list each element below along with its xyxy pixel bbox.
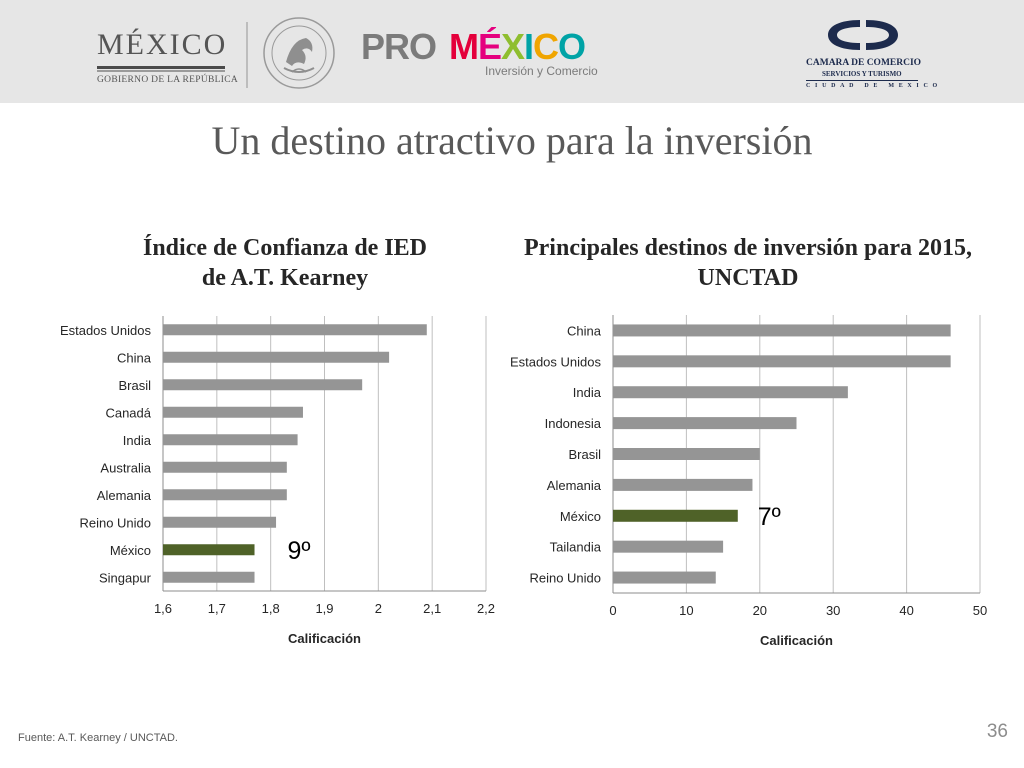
chart1-category-label: Alemania (97, 488, 152, 503)
chart2-bar (613, 540, 724, 553)
mexico-logo-word: MÉXICO (97, 28, 228, 61)
chart1-bar (163, 489, 287, 501)
promexico-logo: PRO MÉXICO Inversión y Comercio (361, 22, 611, 82)
chart2-title-line1: Principales destinos de inversión para 2… (523, 235, 973, 261)
chart2-x-axis-title: Calificación (760, 633, 833, 648)
chart1-rank-label: 9º (288, 537, 311, 565)
chart1-title-line1: Índice de Confianza de IED (142, 235, 428, 261)
chart1-x-tick-label: 1,7 (208, 601, 226, 616)
chart2-title: Principales destinos de inversión para 2… (498, 233, 998, 293)
slide-title: Un destino atractivo para la inversión (211, 118, 813, 163)
chart2-x-tick-label: 50 (973, 603, 987, 618)
camara-logo-rule (806, 80, 918, 81)
camara-comercio-logo: CAMARA DE COMERCIO SERVICIOS Y TURISMO C… (800, 14, 937, 96)
chart1-x-tick-label: 2,1 (423, 601, 441, 616)
source-footnote: Fuente: A.T. Kearney / UNCTAD. (18, 732, 178, 744)
chart1-bar (163, 351, 390, 363)
chart2-category-label: China (567, 323, 602, 338)
chart2-category-label: México (560, 509, 601, 524)
promexico-logo-letter: O (558, 26, 586, 67)
chart2-category-label: Brasil (568, 447, 601, 462)
camara-logo-line1: CAMARA DE COMERCIO (806, 58, 922, 68)
chart1-bar-highlight (163, 544, 255, 556)
promexico-logo-letter: É (478, 26, 502, 67)
promexico-logo-letter: I (524, 26, 534, 67)
chart1-bar (163, 516, 277, 528)
chart1-category-label: China (117, 350, 152, 365)
chart1-category-label: México (110, 543, 151, 558)
chart2-x-tick-label: 0 (609, 603, 616, 618)
logo-divider (246, 22, 248, 88)
page-number: 36 (986, 721, 1008, 742)
chart2-bar (613, 386, 848, 399)
chart1-x-tick-label: 1,6 (154, 601, 172, 616)
promexico-logo-letter: M (449, 26, 479, 67)
chart2-bar (613, 324, 951, 337)
chart1-x-tick-label: 1,9 (315, 601, 333, 616)
chart2-bar (613, 478, 753, 491)
promexico-logo-letter: C (533, 26, 559, 67)
chart2-title-line2: UNCTAD (697, 265, 799, 291)
chart2-x-tick-label: 40 (899, 603, 913, 618)
chart2-x-tick-label: 20 (753, 603, 767, 618)
camara-logo-line3: CIUDAD DE MEXICO (806, 83, 942, 89)
chart1-x-axis-title: Calificación (288, 631, 361, 646)
slide-header: MÉXICO GOBIERNO DE LA REPÚBLICA PRO MÉXI… (0, 0, 1024, 103)
mexico-logo-subtitle: GOBIERNO DE LA REPÚBLICA (97, 75, 238, 85)
gobierno-mexico-logo: MÉXICO GOBIERNO DE LA REPÚBLICA (97, 28, 238, 88)
chart2-category-label: Tailandia (550, 540, 602, 555)
chart1-bar (163, 324, 427, 336)
chart2-bar-highlight (613, 509, 738, 522)
chart1-category-label: India (123, 433, 152, 448)
mexico-logo-bar (97, 66, 225, 69)
chart2-category-label: Indonesia (545, 416, 602, 431)
chart1-x-tick-label: 1,8 (262, 601, 280, 616)
chart2-bar (613, 417, 797, 430)
chart1-bar (163, 571, 255, 583)
chart2-x-tick-label: 10 (679, 603, 693, 618)
chart2-category-label: Estados Unidos (510, 354, 602, 369)
promexico-logo-mexico: MÉXICO (449, 26, 586, 68)
chart1-category-label: Brasil (118, 378, 151, 393)
chart1-bar (163, 379, 363, 391)
chart1-bar (163, 461, 287, 473)
national-seal-icon (263, 17, 335, 89)
promexico-logo-subtitle: Inversión y Comercio (485, 64, 598, 78)
camara-logo-line2: SERVICIOS Y TURISMO (822, 70, 902, 78)
mexico-logo-bar-secondary (97, 70, 225, 72)
chart2-category-label: India (573, 385, 602, 400)
chart2-rank-label: 7º (758, 503, 781, 531)
chart2-x-tick-label: 30 (826, 603, 840, 618)
chart2-bar (613, 448, 760, 460)
chart1-category-label: Australia (100, 460, 151, 475)
chart1-x-tick-label: 2,2 (477, 601, 495, 616)
chart2-bar (613, 355, 951, 368)
chart1-category-label: Reino Unido (79, 515, 151, 530)
chart1-x-tick-label: 2 (375, 601, 382, 616)
chart1-bar (163, 434, 298, 446)
promexico-logo-letter: X (501, 26, 525, 67)
chart2-category-label: Alemania (547, 478, 602, 493)
chart1-category-label: Singapur (99, 570, 152, 585)
chart1-category-label: Canadá (105, 405, 151, 420)
chart1-bar (163, 406, 303, 418)
chart2-bar (613, 571, 716, 584)
chart1-category-label: Estados Unidos (60, 323, 152, 338)
chart1-title: Índice de Confianza de IED de A.T. Kearn… (120, 233, 450, 293)
chart2-category-label: Reino Unido (529, 571, 601, 586)
camara-logo-mark-icon (828, 20, 898, 50)
promexico-logo-pro: PRO (361, 26, 437, 67)
chart1-title-line2: de A.T. Kearney (201, 265, 369, 291)
